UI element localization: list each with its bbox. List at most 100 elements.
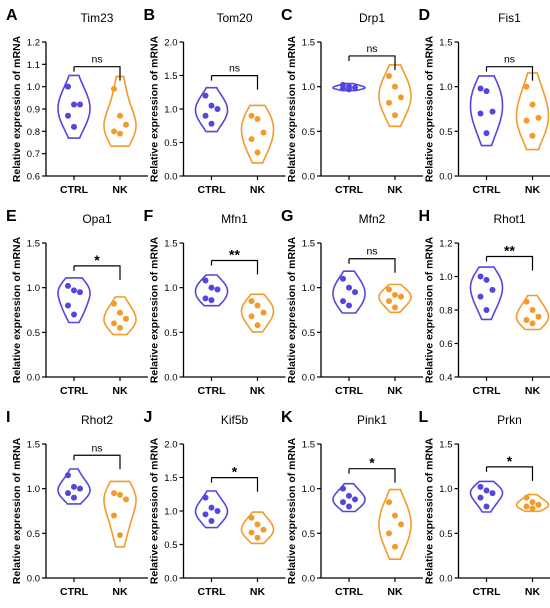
y-tick-label: 0.0 <box>439 574 452 585</box>
significance-label: ns <box>229 63 240 75</box>
data-point-nk <box>255 116 261 122</box>
data-point-ctrl <box>484 277 490 283</box>
x-tick-label-ctrl: CTRL <box>473 385 502 397</box>
data-point-nk <box>249 515 255 521</box>
panel-title: Tom20 <box>216 11 252 25</box>
significance-label: * <box>232 464 238 480</box>
data-point-ctrl <box>352 85 358 91</box>
data-point-ctrl <box>340 298 346 304</box>
data-point-nk <box>530 102 536 108</box>
y-tick-label: 1.0 <box>164 105 177 116</box>
y-axis-label: Relative expression of mRNA <box>11 35 23 182</box>
panel-title: Drp1 <box>359 11 385 25</box>
data-point-nk <box>123 496 129 502</box>
data-point-nk <box>255 322 261 328</box>
data-point-nk <box>111 320 117 326</box>
y-tick-label: 0.6 <box>27 172 40 183</box>
y-tick-label: 1.2 <box>439 239 452 250</box>
panel-title: Rhot2 <box>81 413 113 427</box>
data-point-nk <box>398 94 404 100</box>
data-point-ctrl <box>490 287 496 293</box>
y-tick-label: 0.6 <box>439 339 452 350</box>
data-point-ctrl <box>352 289 358 295</box>
panel-title: Fis1 <box>498 11 521 25</box>
y-tick-label: 0.0 <box>302 373 315 384</box>
panel-letter: J <box>144 409 153 426</box>
panel-letter: A <box>6 7 18 24</box>
y-tick-label: 1.5 <box>164 473 177 484</box>
data-point-nk <box>530 133 536 139</box>
data-point-ctrl <box>484 88 490 94</box>
data-point-ctrl <box>352 496 358 502</box>
data-point-nk <box>123 316 129 322</box>
y-tick-label: 1.5 <box>439 440 452 451</box>
x-tick-label-ctrl: CTRL <box>60 586 89 598</box>
data-point-nk <box>255 303 261 309</box>
data-point-nk <box>249 136 255 142</box>
y-axis-label: Relative expression of mRNA <box>149 236 161 383</box>
data-point-ctrl <box>209 285 215 291</box>
x-tick-label-nk: NK <box>387 385 403 397</box>
data-point-ctrl <box>478 110 484 116</box>
data-point-nk <box>392 112 398 118</box>
data-point-nk <box>392 304 398 310</box>
y-tick-label: 1.5 <box>27 239 40 250</box>
significance-bracket <box>212 76 258 90</box>
y-tick-label: 1.5 <box>164 239 177 250</box>
data-point-nk <box>261 129 267 135</box>
y-tick-label: 0.5 <box>439 529 452 540</box>
x-tick-label-ctrl: CTRL <box>198 586 227 598</box>
x-tick-label-nk: NK <box>387 586 403 598</box>
x-tick-label-ctrl: CTRL <box>473 586 502 598</box>
y-tick-label: 0.8 <box>27 127 40 138</box>
data-point-ctrl <box>340 276 346 282</box>
data-point-ctrl <box>65 283 71 289</box>
y-tick-label: 1.0 <box>439 484 452 495</box>
significance-bracket <box>212 261 258 275</box>
data-point-ctrl <box>478 484 484 490</box>
data-point-nk <box>530 320 536 326</box>
panel-title: Rhot1 <box>493 212 525 226</box>
data-point-ctrl <box>490 490 496 496</box>
y-tick-label: 1.0 <box>164 283 177 294</box>
data-point-ctrl <box>77 102 83 108</box>
y-tick-label: 2.0 <box>164 440 177 451</box>
data-point-ctrl <box>71 495 77 501</box>
data-point-ctrl <box>71 102 77 108</box>
x-tick-label-nk: NK <box>250 385 266 397</box>
x-tick-label-ctrl: CTRL <box>473 184 502 196</box>
data-point-nk <box>386 298 392 304</box>
significance-label: ** <box>504 243 515 259</box>
data-point-nk <box>524 84 530 90</box>
data-point-ctrl <box>65 113 71 119</box>
data-point-nk <box>117 492 123 498</box>
data-point-ctrl <box>346 504 352 510</box>
y-tick-label: 1.5 <box>302 239 315 250</box>
significance-label: ns <box>366 246 377 258</box>
data-point-nk <box>530 307 536 313</box>
data-point-ctrl <box>478 274 484 280</box>
y-axis-label: Relative expression of mRNA <box>424 35 436 182</box>
data-point-nk <box>255 150 261 156</box>
data-point-nk <box>386 286 392 292</box>
significance-label: ns <box>91 54 102 66</box>
data-point-ctrl <box>65 303 71 309</box>
data-point-nk <box>111 512 117 518</box>
data-point-ctrl <box>215 106 221 112</box>
x-tick-label-nk: NK <box>387 184 403 196</box>
data-point-ctrl <box>77 486 83 492</box>
data-point-nk <box>386 100 392 106</box>
data-point-ctrl <box>340 499 346 505</box>
y-tick-label: 1.0 <box>439 82 452 93</box>
y-tick-label: 0.5 <box>302 127 315 138</box>
data-point-ctrl <box>77 289 83 295</box>
panel-title: Opa1 <box>82 212 112 226</box>
y-tick-label: 0.5 <box>164 328 177 339</box>
x-tick-label-ctrl: CTRL <box>335 586 364 598</box>
